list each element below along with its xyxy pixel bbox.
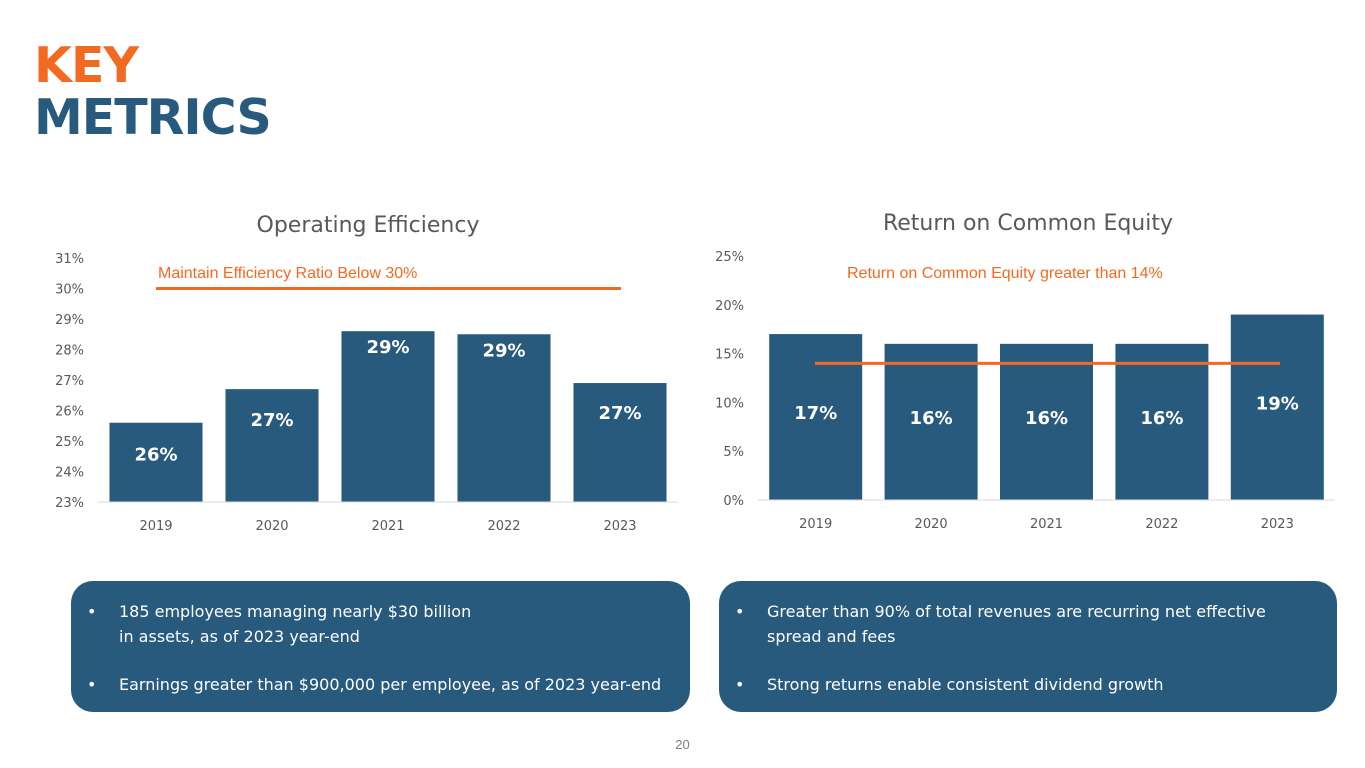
data-label: 16% — [910, 408, 953, 429]
y-tick-label: 26% — [55, 405, 84, 420]
title-key: KEY — [34, 37, 139, 94]
y-tick-label: 31% — [55, 252, 84, 267]
bullet-icon: • — [735, 675, 745, 694]
chart-title: Operating Efficiency — [257, 213, 480, 238]
bar-2021 — [341, 331, 435, 502]
bullet-icon: • — [87, 602, 97, 621]
x-tick-label: 2021 — [1030, 517, 1063, 532]
bullet-item: • Earnings greater than $900,000 per empl… — [87, 672, 674, 697]
x-tick-label: 2023 — [603, 519, 636, 534]
data-label: 16% — [1140, 408, 1183, 429]
x-tick-label: 2022 — [487, 519, 520, 534]
y-tick-label: 25% — [55, 435, 84, 450]
x-tick-label: 2023 — [1261, 517, 1294, 532]
x-tick-label: 2020 — [915, 517, 948, 532]
y-tick-label: 20% — [715, 299, 744, 314]
target-line-label: Maintain Efficiency Ratio Below 30% — [158, 265, 417, 282]
data-label: 29% — [482, 340, 525, 361]
bar-2022 — [1115, 343, 1209, 500]
data-label: 16% — [1025, 408, 1068, 429]
y-tick-label: 0% — [723, 494, 744, 509]
bar-2020 — [225, 389, 319, 502]
return-on-equity-chart: Return on Common Equity 0% 5% 10% 15% 20% 25% 1… — [715, 211, 1335, 532]
y-tick-label: 28% — [55, 344, 84, 359]
bar-2021 — [1000, 343, 1093, 500]
y-tick-label: 29% — [55, 313, 84, 328]
data-label: 19% — [1256, 394, 1299, 415]
title-metrics: METRICS — [34, 89, 272, 146]
bullet-icon: • — [87, 675, 97, 694]
page-number: 20 — [675, 737, 690, 752]
x-tick-label: 2022 — [1145, 517, 1178, 532]
y-tick-label: 15% — [715, 348, 744, 363]
chart-title: Return on Common Equity — [883, 211, 1173, 236]
y-tick-label: 30% — [55, 283, 84, 298]
bullet-text: Earnings greater than $900,000 per emplo… — [119, 675, 662, 694]
data-label: 17% — [794, 403, 837, 424]
y-tick-label: 5% — [723, 445, 744, 460]
x-tick-label: 2019 — [799, 517, 832, 532]
operating-efficiency-chart: Operating Efficiency 23% 24% 25% 26% 27% 28% 29… — [55, 213, 678, 534]
data-label: 26% — [134, 445, 177, 466]
y-tick-label: 23% — [55, 496, 84, 511]
bullet-item: • Greater than 90% of total revenues are … — [735, 599, 1321, 649]
target-line-label: Return on Common Equity greater than 14% — [847, 265, 1163, 282]
info-box-left: • 185 employees managing nearly $30 billi… — [71, 581, 690, 712]
x-tick-label: 2019 — [139, 519, 172, 534]
bullet-item: • 185 employees managing nearly $30 billi… — [87, 599, 674, 649]
bar-2023 — [1230, 314, 1324, 500]
y-tick-label: 25% — [715, 250, 744, 265]
y-tick-label: 10% — [715, 396, 744, 411]
bullet-text: Greater than 90% of total revenues are r… — [767, 602, 1266, 621]
bar-2019 — [109, 422, 203, 502]
bar-2020 — [884, 343, 978, 500]
data-label: 27% — [250, 410, 293, 431]
y-tick-label: 24% — [55, 466, 84, 481]
bullet-text: 185 employees managing nearly $30 billio… — [119, 602, 472, 621]
bullet-item: • Strong returns enable consistent divide… — [735, 672, 1321, 697]
data-label: 27% — [598, 403, 641, 424]
data-label: 29% — [366, 337, 409, 358]
bar-2019 — [769, 334, 863, 500]
y-tick-label: 27% — [55, 374, 84, 389]
bar-2023 — [573, 383, 667, 502]
bar-2022 — [457, 334, 551, 502]
info-box-right: • Greater than 90% of total revenues are … — [719, 581, 1337, 712]
bullet-text: in assets, as of 2023 year-end — [119, 627, 360, 646]
bullet-text: spread and fees — [767, 627, 896, 646]
x-tick-label: 2021 — [371, 519, 404, 534]
bullet-icon: • — [735, 602, 745, 621]
x-tick-label: 2020 — [255, 519, 288, 534]
bullet-text: Strong returns enable consistent dividen… — [767, 675, 1164, 694]
